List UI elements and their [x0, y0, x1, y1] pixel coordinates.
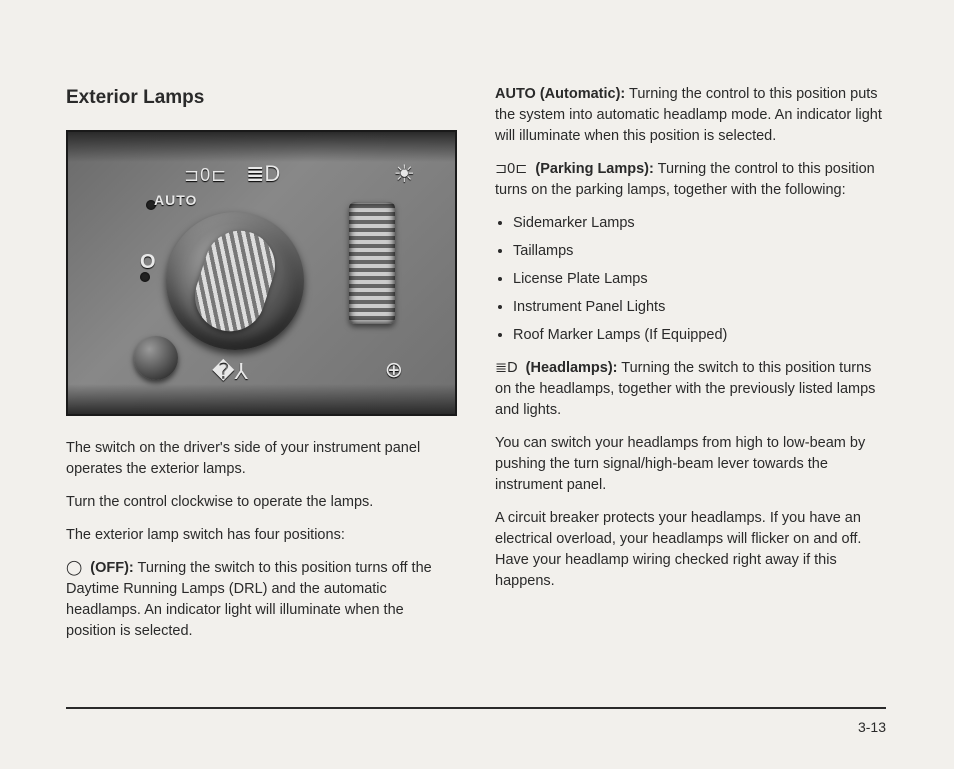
rotary-dial	[166, 212, 304, 350]
body-text: The exterior lamp switch has four positi…	[66, 525, 457, 546]
list-item: Sidemarker Lamps	[513, 213, 886, 234]
small-push-button	[134, 336, 178, 380]
parking-symbol-icon: ⊐0⊏	[495, 159, 527, 180]
auto-label: AUTO (Automatic):	[495, 86, 625, 102]
off-icon: O	[140, 248, 156, 277]
headlamps-paragraph: ≣D (Headlamps): Turning the switch to th…	[495, 358, 886, 421]
label-auto: AUTO	[154, 190, 197, 210]
right-column: AUTO (Automatic): Turning the control to…	[495, 84, 886, 654]
auto-paragraph: AUTO (Automatic): Turning the control to…	[495, 84, 886, 147]
list-item: Roof Marker Lamps (If Equipped)	[513, 325, 886, 346]
fog-lamp-icon: �⅄	[212, 356, 248, 388]
control-photo: AUTO O ⊐0⊏ ≣D ☀ �⅄ ⊕	[66, 130, 457, 416]
list-item: Instrument Panel Lights	[513, 297, 886, 318]
off-label: (OFF):	[90, 560, 133, 576]
body-text: Turn the control clockwise to operate th…	[66, 492, 457, 513]
body-text: The switch on the driver's side of your …	[66, 438, 457, 480]
dome-lamp-icon: ⊕	[385, 354, 403, 386]
section-heading: Exterior Lamps	[66, 84, 457, 112]
parking-bullet-list: Sidemarker Lamps Taillamps License Plate…	[495, 213, 886, 346]
brightness-icon: ☀	[393, 158, 415, 193]
list-item: Taillamps	[513, 241, 886, 262]
left-column: Exterior Lamps AUTO O ⊐0⊏ ≣D ☀ �⅄ ⊕ The …	[66, 84, 457, 654]
headlamps-symbol-icon: ≣D	[495, 358, 518, 379]
footer-rule	[66, 707, 886, 709]
page-number: 3-13	[858, 719, 886, 735]
parking-lamps-icon: ⊐0⊏	[184, 162, 227, 188]
parking-label: (Parking Lamps):	[535, 161, 653, 177]
manual-page: Exterior Lamps AUTO O ⊐0⊏ ≣D ☀ �⅄ ⊕ The …	[0, 0, 954, 684]
parking-paragraph: ⊐0⊏ (Parking Lamps): Turning the control…	[495, 159, 886, 201]
body-text: You can switch your headlamps from high …	[495, 433, 886, 496]
body-text: A circuit breaker protects your headlamp…	[495, 508, 886, 592]
off-paragraph: ◯ (OFF): Turning the switch to this posi…	[66, 558, 457, 642]
dimmer-wheel	[349, 202, 395, 324]
off-symbol-icon: ◯	[66, 558, 82, 579]
headlamps-label: (Headlamps):	[526, 360, 618, 376]
photo-shade-bottom	[68, 384, 455, 414]
list-item: License Plate Lamps	[513, 269, 886, 290]
headlamps-icon: ≣D	[246, 158, 280, 190]
